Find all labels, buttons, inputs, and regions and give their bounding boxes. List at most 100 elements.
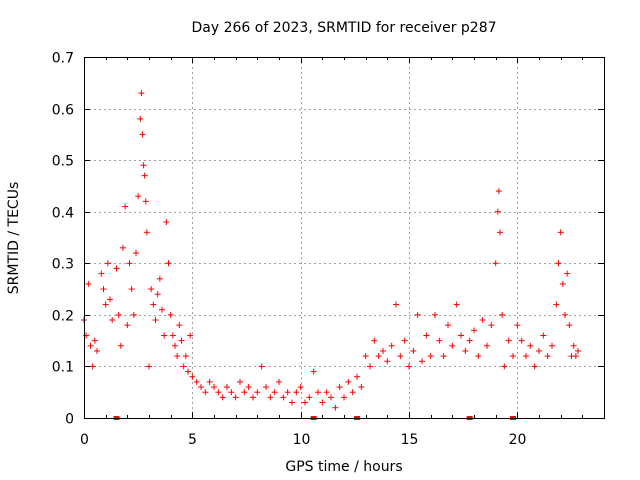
data-point	[380, 347, 386, 354]
data-point	[289, 399, 295, 406]
data-point	[284, 389, 291, 396]
data-point	[549, 342, 555, 349]
data-point	[510, 353, 516, 360]
data-point	[137, 115, 144, 122]
data-point	[117, 342, 124, 349]
y-axis-label: SRMTID / TECUs	[6, 182, 22, 295]
data-point	[293, 389, 300, 396]
data-point	[557, 229, 564, 236]
data-point	[297, 384, 304, 391]
data-point	[505, 337, 512, 344]
data-point	[475, 353, 482, 360]
data-point	[501, 363, 508, 370]
data-point	[254, 389, 261, 396]
data-point	[453, 301, 460, 308]
data-point	[553, 301, 560, 308]
data-point	[89, 363, 96, 370]
data-point	[449, 342, 456, 349]
data-point	[267, 394, 274, 401]
grid-lines	[84, 57, 604, 418]
data-point	[126, 260, 133, 267]
data-point	[130, 311, 137, 318]
data-point	[211, 384, 217, 391]
data-point	[544, 353, 551, 360]
data-point	[172, 342, 178, 349]
data-point	[536, 347, 542, 354]
data-point	[122, 203, 129, 210]
data-point	[566, 322, 573, 329]
chart-title: Day 266 of 2023, SRMTID for receiver p28…	[191, 20, 496, 36]
data-point	[280, 394, 287, 401]
data-point	[185, 368, 191, 375]
data-point	[124, 322, 131, 329]
data-point	[258, 363, 265, 370]
data-point	[410, 347, 417, 354]
x-tick-label: 20	[509, 432, 527, 448]
data-point	[148, 286, 155, 293]
data-point	[245, 384, 252, 391]
data-point	[341, 394, 347, 401]
data-point	[319, 399, 326, 406]
data-point	[167, 311, 174, 318]
data-point	[102, 301, 109, 308]
data-point	[358, 384, 365, 391]
x-tick-label: 10	[293, 432, 311, 448]
data-point	[178, 337, 185, 344]
data-point	[401, 337, 408, 344]
data-point	[271, 389, 278, 396]
data-point	[135, 193, 142, 200]
data-point	[143, 229, 150, 236]
data-point	[494, 208, 501, 215]
y-tick-label: 0.4	[52, 206, 74, 222]
data-point	[367, 363, 373, 370]
data-point	[479, 317, 486, 324]
data-point	[198, 384, 204, 391]
data-point	[169, 332, 176, 339]
data-point	[263, 384, 269, 391]
data-point	[362, 353, 369, 360]
data-point	[514, 322, 521, 329]
data-point	[139, 131, 146, 138]
data-point	[310, 368, 317, 375]
data-point	[540, 332, 547, 339]
data-point	[484, 342, 490, 349]
data-point	[488, 322, 495, 329]
data-point	[497, 229, 503, 236]
data-point	[427, 353, 434, 360]
data-point	[315, 389, 321, 396]
data-point	[384, 358, 391, 365]
data-point	[141, 172, 148, 179]
data-point	[562, 311, 568, 318]
x-tick-label: 15	[401, 432, 419, 448]
data-point	[345, 378, 352, 385]
y-tick-label: 0.1	[52, 360, 74, 376]
data-point	[397, 353, 404, 360]
data-point	[527, 342, 534, 349]
data-point	[150, 301, 157, 308]
data-point	[432, 311, 438, 318]
data-point	[94, 347, 100, 354]
x-tick-label: 5	[188, 432, 197, 448]
data-point	[523, 353, 529, 360]
data-point	[133, 249, 139, 256]
data-point	[163, 219, 170, 226]
data-point	[570, 342, 577, 349]
plot-frame	[84, 57, 605, 419]
data-point	[328, 394, 334, 401]
data-point	[436, 337, 443, 344]
data-point	[336, 384, 343, 391]
data-point	[154, 291, 161, 298]
data-point	[138, 90, 145, 97]
axis-ticks: 0 0.1 0.2 0.3 0.4 0.5 0.6 0.7 0 5 10 15 20	[52, 51, 605, 448]
data-point	[142, 198, 149, 205]
y-tick-label: 0.3	[52, 257, 74, 273]
data-point	[128, 286, 135, 293]
data-point	[165, 260, 172, 267]
data-point	[85, 280, 92, 287]
data-point	[559, 280, 566, 287]
data-point	[215, 389, 222, 396]
data-point	[555, 260, 562, 267]
data-point	[98, 270, 105, 277]
data-point	[224, 384, 230, 391]
